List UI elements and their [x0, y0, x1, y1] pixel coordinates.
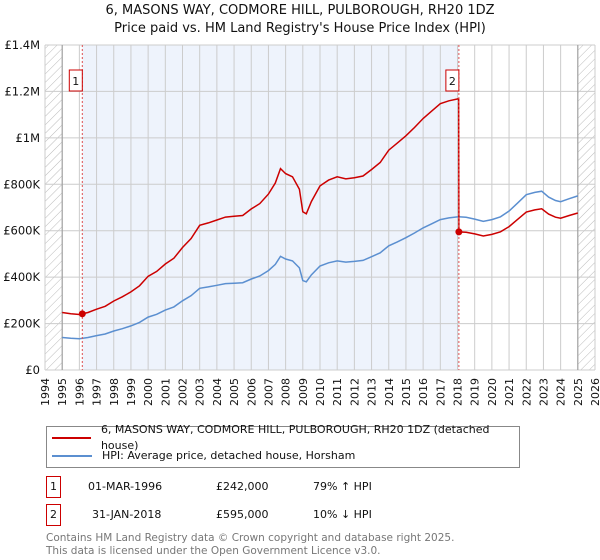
sale-hpi-change: 79% ↑ HPI: [313, 480, 372, 493]
sale-label-box: [445, 69, 460, 92]
x-tick-label: 1997: [91, 378, 104, 406]
x-tick-label: 2018: [452, 378, 465, 406]
legend-swatch-property: [52, 437, 91, 439]
hatched-region: [45, 45, 63, 370]
x-tick-label: 2009: [297, 378, 310, 406]
sale-date: 01-MAR-1996: [88, 480, 163, 493]
x-tick-label: 2015: [400, 378, 413, 406]
y-tick-label: £400K: [3, 270, 40, 284]
footer-licence: This data is licensed under the Open Gov…: [46, 545, 381, 557]
x-tick-label: 1998: [108, 378, 121, 406]
sale-date: 31-JAN-2018: [92, 508, 162, 521]
x-tick-label: 2005: [228, 378, 241, 406]
x-tick-label: 2020: [486, 378, 499, 406]
y-tick-label: £600K: [3, 224, 40, 238]
x-tick-label: 2021: [503, 378, 516, 406]
sale-hpi-change: 10% ↓ HPI: [313, 508, 372, 521]
x-tick-label: 1995: [56, 378, 69, 406]
legend-item-hpi: HPI: Average price, detached house, Hors…: [47, 448, 355, 464]
sale-label-box: [68, 69, 83, 92]
y-tick-label: £0: [25, 363, 40, 377]
x-tick-label: 2006: [245, 378, 258, 406]
x-tick-label: 1996: [73, 378, 86, 406]
sale-point: [455, 228, 463, 236]
sale-label: 1: [72, 75, 79, 88]
x-tick-label: 1999: [125, 378, 138, 406]
sale-price: £595,000: [216, 508, 269, 521]
y-tick-label: £1.2M: [4, 84, 40, 98]
sale-point: [78, 310, 86, 318]
sale-price: £242,000: [216, 480, 269, 493]
y-tick-label: £800K: [3, 177, 40, 191]
y-tick-label: £1M: [15, 131, 40, 145]
x-tick-label: 2011: [331, 378, 344, 406]
x-tick-label: 2010: [314, 378, 327, 406]
x-tick-label: 2004: [211, 378, 224, 406]
x-tick-label: 2008: [280, 378, 293, 406]
x-tick-label: 2025: [572, 378, 585, 406]
legend-swatch-hpi: [52, 455, 92, 457]
legend-item-property: 6, MASONS WAY, CODMORE HILL, PULBOROUGH,…: [47, 423, 519, 452]
x-tick-label: 1994: [39, 378, 52, 406]
x-tick-label: 2017: [434, 378, 447, 406]
x-tick-label: 2016: [417, 378, 430, 406]
chart-subtitle: Price paid vs. HM Land Registry's House …: [114, 21, 486, 36]
sale-badge: 1: [46, 476, 61, 498]
footer-copyright: Contains HM Land Registry data © Crown c…: [46, 532, 455, 544]
x-tick-label: 2026: [589, 378, 600, 406]
legend-label-hpi: HPI: Average price, detached house, Hors…: [102, 449, 356, 462]
hpi-line: [62, 190, 579, 340]
chart-title: 6, MASONS WAY, CODMORE HILL, PULBOROUGH,…: [105, 3, 495, 18]
hatched-region: [577, 45, 595, 370]
legend-label-property: 6, MASONS WAY, CODMORE HILL, PULBOROUGH,…: [100, 423, 490, 452]
x-tick-label: 2014: [383, 378, 396, 406]
x-tick-label: 2012: [348, 378, 361, 406]
x-tick-label: 2019: [469, 378, 482, 406]
ownership-shade: [82, 45, 459, 370]
x-tick-label: 2013: [366, 378, 379, 406]
x-tick-label: 2023: [537, 378, 550, 406]
x-tick-label: 2002: [177, 378, 190, 406]
x-tick-label: 2001: [159, 378, 172, 406]
x-tick-label: 2000: [142, 378, 155, 406]
sale-badge: 2: [46, 504, 61, 526]
x-tick-label: 2007: [262, 378, 275, 406]
legend: 6, MASONS WAY, CODMORE HILL, PULBOROUGH,…: [46, 423, 520, 468]
price-chart: 1 2 1994 1995 1996 1997 1998 1999 2000 2001 2002 20…: [3, 38, 600, 406]
y-tick-label: £200K: [3, 317, 40, 331]
property-line: [62, 98, 579, 316]
x-tick-label: 2024: [555, 378, 568, 406]
x-tick-label: 2003: [194, 378, 207, 406]
sale-label: 2: [449, 75, 456, 88]
x-tick-label: 2022: [520, 378, 533, 406]
y-tick-label: £1.4M: [4, 38, 40, 52]
